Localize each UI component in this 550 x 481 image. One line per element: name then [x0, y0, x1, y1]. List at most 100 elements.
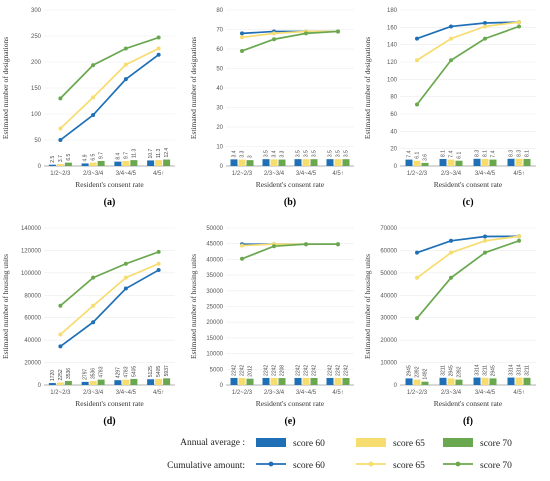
y-tick-label: 5000	[210, 367, 224, 373]
bar-score-65-3	[302, 377, 310, 385]
y-tick-label: 10000	[206, 352, 223, 358]
bar-score-60-1	[48, 164, 56, 166]
panel-label: (a)	[104, 197, 116, 208]
bar-score-70-2	[455, 379, 463, 385]
bar-score-65-4	[334, 159, 342, 166]
bar-score-65-1	[238, 377, 246, 385]
legend-item-label: score 65	[393, 439, 425, 449]
data-label: 2797	[83, 369, 89, 380]
data-label: 2242	[312, 365, 318, 376]
data-label: 3.3	[280, 150, 286, 157]
y-tick-label: 60000	[24, 316, 41, 322]
point-score-70-1	[240, 48, 244, 53]
x-axis-title: Resident's consent rate	[256, 399, 325, 408]
bar-score-70-3	[310, 159, 318, 166]
line-score-65	[416, 21, 520, 61]
data-label: 12.4	[164, 148, 170, 158]
bar-score-70-2	[278, 159, 286, 166]
point-score-60-2	[91, 320, 96, 325]
point-score-70-1	[58, 303, 63, 308]
bar-score-65-1	[413, 160, 421, 166]
legend: Annual average : Cumulative amount: score …	[167, 438, 512, 471]
bar-score-60-1	[230, 377, 238, 385]
y-tick-label: 40000	[24, 338, 41, 344]
x-tick-label: 4/5↑	[332, 171, 343, 177]
legend-swatch-score-65	[356, 438, 386, 447]
data-label: 3.5	[312, 150, 318, 157]
chart-f: 0 10000 20000 30000 40000 50000 60000 70000 2945…	[363, 226, 536, 427]
y-axis-title: Estimated number of designations	[1, 37, 10, 139]
legend-marker-score-70	[455, 461, 461, 467]
data-label: 1492	[423, 368, 429, 379]
line-score-60	[59, 54, 160, 141]
line-score-60	[59, 269, 160, 348]
point-score-65-4	[156, 46, 161, 51]
data-label: 3314	[517, 364, 523, 375]
point-score-70-3	[304, 31, 308, 36]
x-tick-label: 2/3~3/4	[83, 171, 104, 177]
x-tick-label: 3/4~4/5	[296, 171, 317, 177]
bar-score-70-1	[246, 378, 254, 385]
data-label: 3.3	[240, 150, 246, 157]
bar-score-65-3	[481, 158, 489, 166]
y-tick-label: 35000	[206, 273, 223, 279]
data-label: 3.5	[296, 150, 302, 157]
data-label: 2242	[232, 365, 238, 376]
y-axis-title: Estimated number of housing units	[1, 254, 10, 359]
data-label: 2242	[264, 365, 270, 376]
y-tick-label: 120000	[21, 248, 42, 254]
line-score-60	[416, 21, 520, 40]
point-score-65-4	[156, 261, 161, 266]
legend-annual-label: Annual average :	[180, 438, 245, 448]
point-score-60-1	[415, 250, 419, 255]
data-label: 3.5	[336, 150, 342, 157]
bar-score-70-1	[64, 381, 72, 385]
data-label: 2392	[457, 366, 463, 377]
data-label: 7.4	[491, 150, 497, 157]
data-label: 6.1	[415, 152, 421, 159]
y-tick-label: 80000	[24, 293, 41, 299]
point-score-70-4	[336, 242, 340, 247]
y-tick-label: 140000	[21, 226, 42, 232]
line-score-70	[416, 239, 520, 319]
point-score-70-2	[272, 244, 276, 249]
y-tick-label: 20000	[24, 361, 41, 367]
x-tick-label: 1/2~2/3	[232, 171, 253, 177]
y-tick-label: 120	[387, 60, 398, 66]
data-label: 3.5	[304, 150, 310, 157]
x-axis-title: Resident's consent rate	[75, 180, 144, 189]
data-label: 5405	[156, 366, 162, 377]
bar-score-65-1	[238, 159, 246, 166]
data-label: 8.1	[441, 150, 447, 157]
point-score-65-4	[517, 20, 521, 25]
data-label: 5405	[131, 366, 137, 377]
bar-score-65-1	[56, 164, 64, 166]
data-label: 11.3	[156, 149, 162, 159]
bar-score-60-1	[405, 159, 413, 166]
x-tick-label: 4/5↑	[332, 390, 343, 396]
y-tick-label: 150	[31, 86, 42, 92]
x-tick-label: 4/5↑	[513, 390, 524, 396]
legend-swatch-score-60	[256, 438, 286, 447]
bar-score-60-2	[439, 377, 447, 385]
bar-score-70-4	[163, 378, 171, 385]
data-label: 7.4	[407, 150, 413, 157]
point-score-70-3	[123, 261, 128, 266]
panel-label: (c)	[462, 197, 473, 208]
data-label: 3.6	[423, 154, 429, 161]
line-score-65	[59, 47, 160, 130]
x-tick-label: 2/3~3/4	[264, 390, 285, 396]
y-tick-label: 40	[390, 129, 397, 135]
bar-score-65-3	[481, 377, 489, 385]
y-tick-label: 70000	[380, 226, 397, 232]
x-tick-label: 3/4~4/5	[116, 390, 137, 396]
data-label: 3.5	[328, 150, 334, 157]
point-score-60-1	[58, 344, 63, 349]
point-score-65-1	[58, 332, 63, 337]
y-tick-label: 300	[31, 8, 42, 14]
point-score-65-3	[123, 62, 128, 67]
point-score-65-2	[449, 36, 453, 41]
panel-label: (d)	[103, 416, 115, 427]
